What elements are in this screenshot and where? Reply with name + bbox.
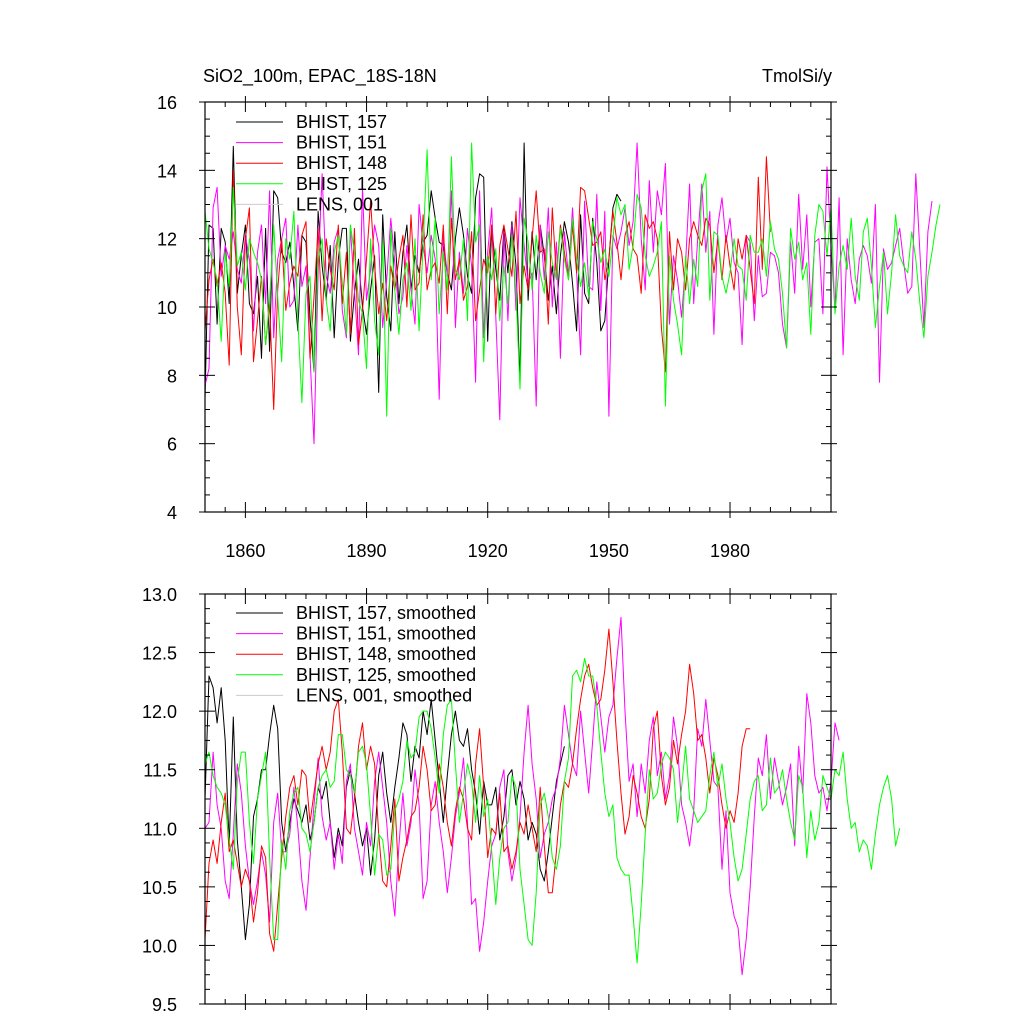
legend-label: BHIST, 125 [296, 174, 387, 194]
y-tick-label: 12.5 [142, 644, 177, 664]
x-tick-label: 1980 [710, 541, 750, 561]
series-line-1-2 [204, 628, 751, 952]
y-tick-label: 12 [157, 230, 177, 250]
y-tick-label: 4 [167, 503, 177, 523]
series-line-0-3 [204, 142, 941, 417]
legend-label: BHIST, 151 [296, 133, 387, 153]
series-line-1-0 [204, 675, 565, 941]
legend-label: LENS, 001, smoothed [296, 685, 472, 705]
y-tick-label: 12.0 [142, 702, 177, 722]
legend-label: BHIST, 148 [296, 153, 387, 173]
series-line-1-3 [204, 657, 901, 964]
x-tick-label: 1890 [347, 541, 387, 561]
legend-label: BHIST, 125, smoothed [296, 665, 476, 685]
plot-title-right: TmolSi/y [762, 66, 832, 86]
legend-label: LENS, 001 [296, 194, 383, 214]
y-tick-label: 11.0 [143, 819, 177, 839]
y-tick-label: 16 [157, 93, 177, 113]
bottom-panel: 9.5 10.0 10.5 11.0 11.5 12.0 12.5 13.0 BHIST, 15… [142, 585, 901, 1015]
x-tick-label: 1920 [468, 541, 508, 561]
legend-label: BHIST, 157, smoothed [296, 603, 476, 623]
y-tick-label: 6 [167, 435, 177, 455]
y-tick-label: 14 [157, 161, 177, 181]
series-line-0-2 [204, 156, 771, 410]
x-tick-label: 1860 [225, 541, 265, 561]
y-tick-label: 13.0 [142, 585, 177, 605]
y-tick-label: 10 [157, 298, 177, 318]
y-tick-label: 8 [167, 366, 177, 386]
y-tick-label: 10.5 [142, 878, 177, 898]
plot-title-left: SiO2_100m, EPAC_18S-18N [203, 66, 437, 87]
legend-label: BHIST, 151, smoothed [296, 624, 476, 644]
y-tick-label: 9.5 [152, 995, 177, 1015]
top-panel: 1860 1890 1920 1950 1980 4 6 8 10 12 14 16 BHIST, 15… [157, 93, 941, 561]
legend-label: BHIST, 148, smoothed [296, 644, 476, 664]
y-tick-label: 11.5 [143, 761, 177, 781]
y-tick-label: 10.0 [142, 936, 177, 956]
x-tick-label: 1950 [589, 541, 629, 561]
legend-label: BHIST, 157 [296, 112, 387, 132]
